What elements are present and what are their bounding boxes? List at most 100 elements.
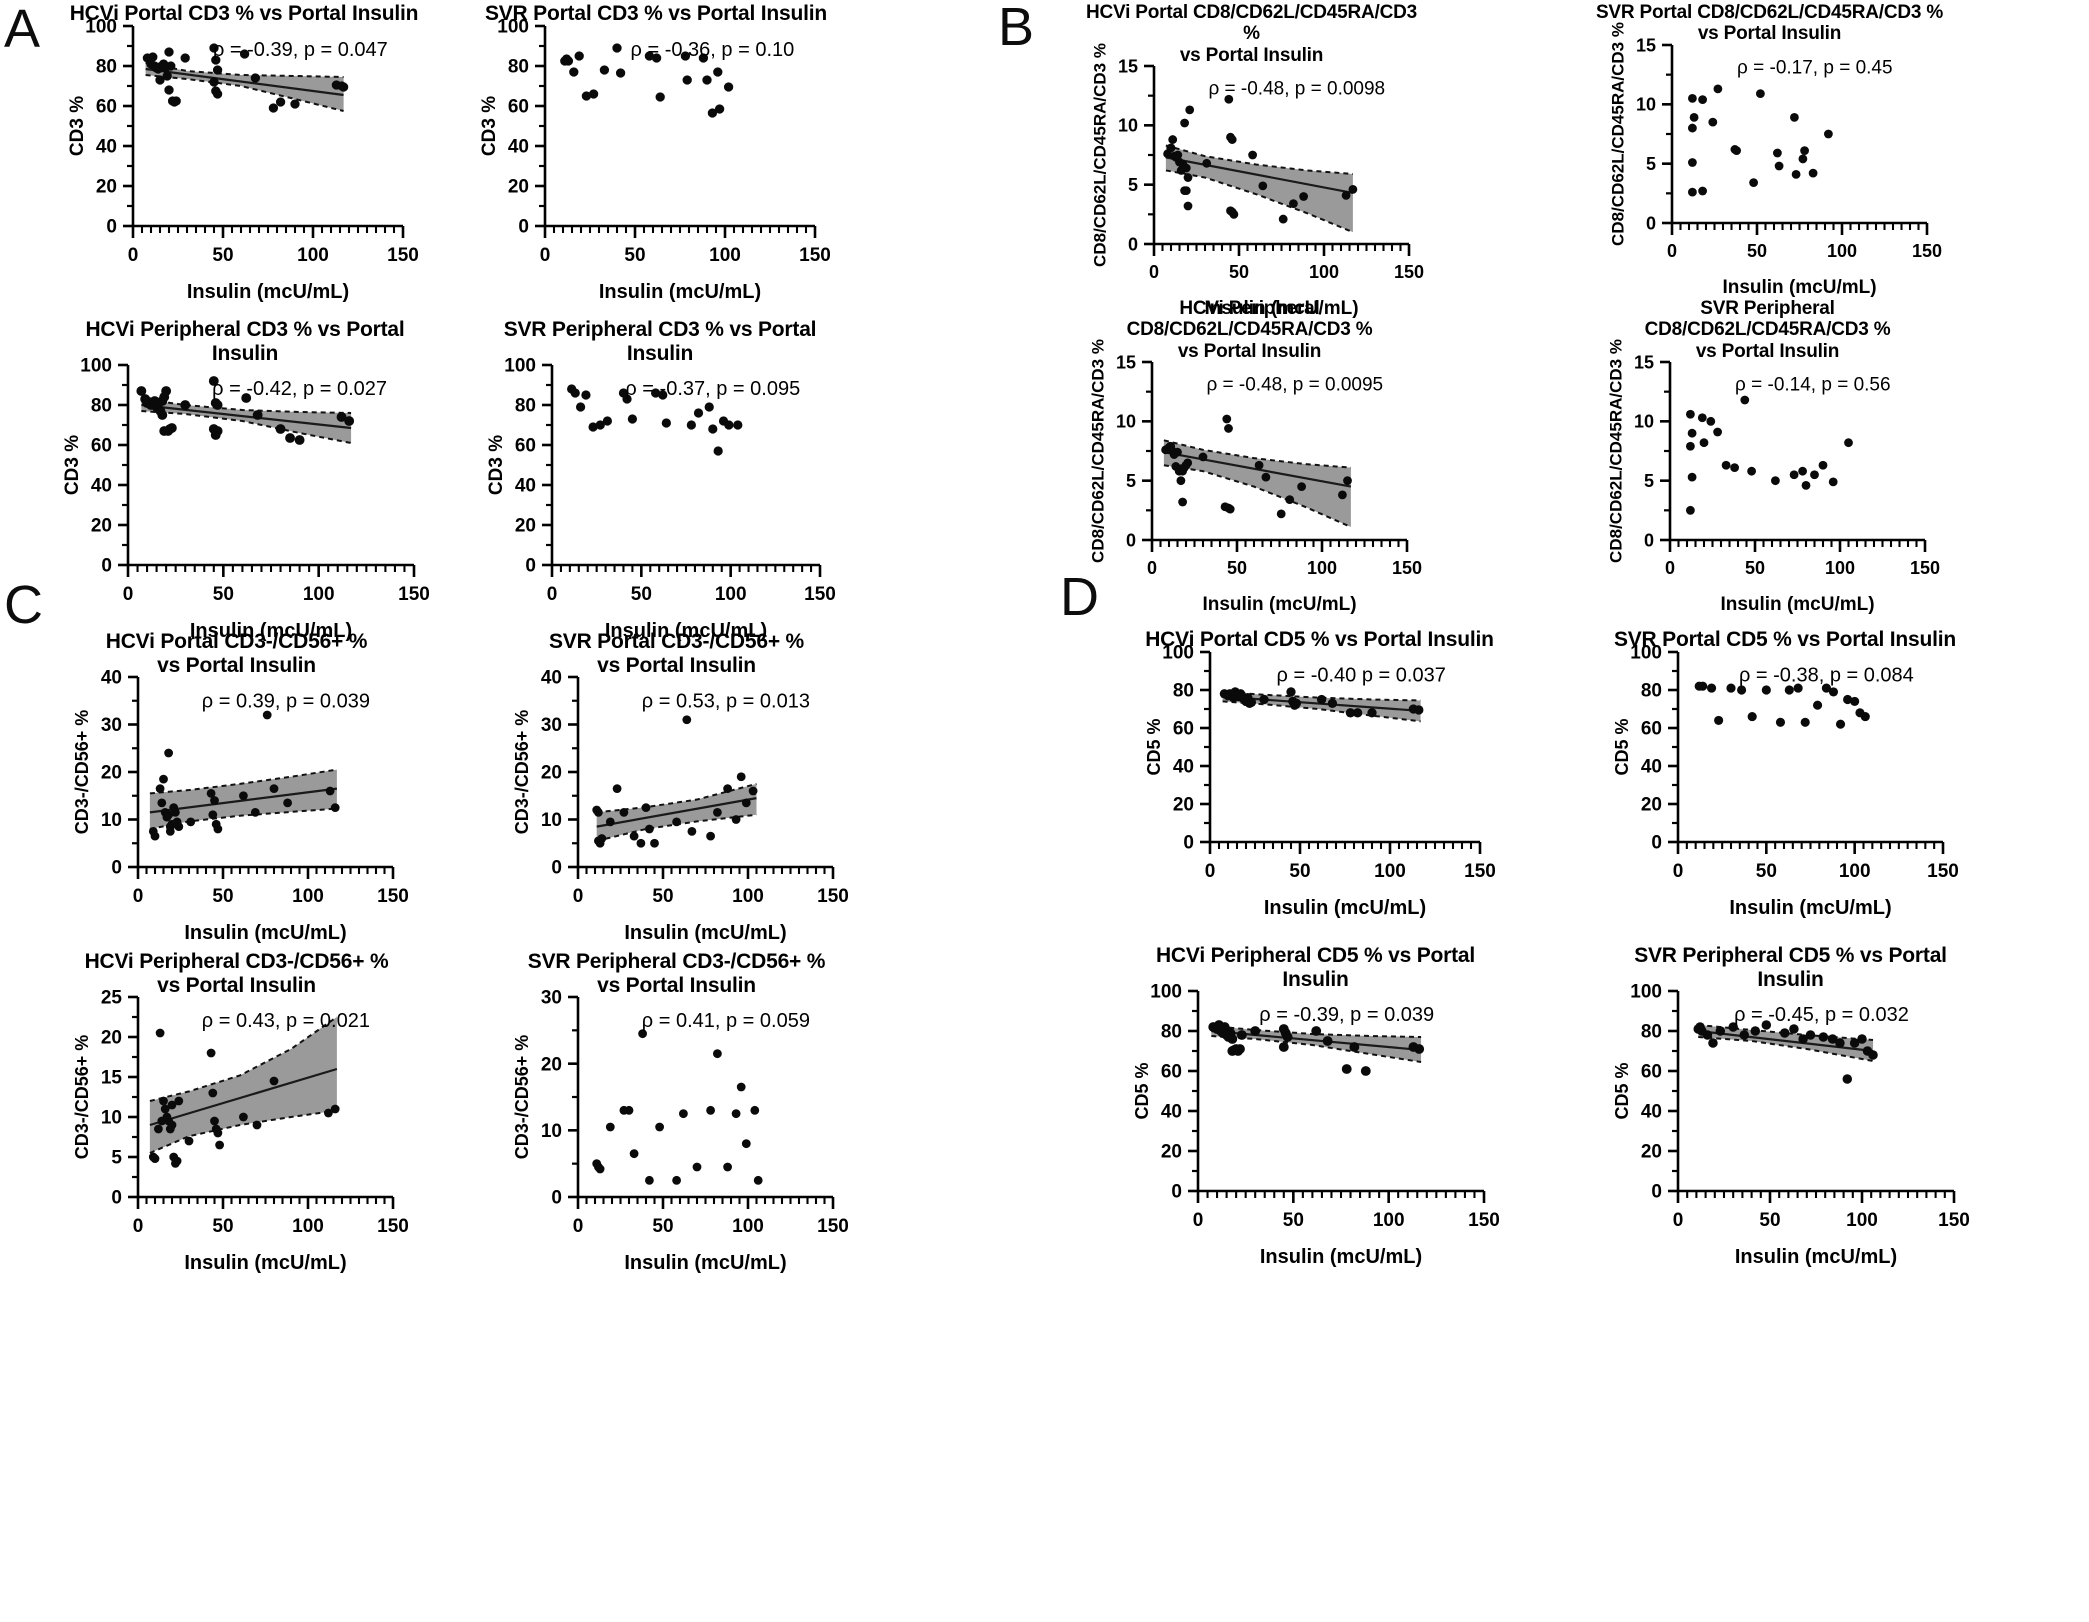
data-point [605,1122,615,1132]
correlation-annotation: ρ = -0.37, p = 0.095 [625,378,800,400]
data-point [1178,497,1187,507]
data-point [250,72,261,83]
x-tick-label: 50 [1759,1210,1780,1231]
data-point [275,96,286,107]
data-point [1316,694,1327,704]
x-tick-label: 100 [1374,861,1406,882]
data-point [672,1175,681,1185]
correlation-annotation: ρ = 0.41, p = 0.059 [642,1010,810,1032]
scatter-plot-a3: HCVi Peripheral CD3 % vs Portal Insulin 0… [28,318,432,645]
data-point [1843,694,1853,704]
data-point [1800,717,1810,727]
x-tick-label: 0 [540,245,551,266]
data-point [1352,707,1363,717]
data-point [672,817,681,827]
plot-title-line: vs Portal Insulin [1695,340,1840,362]
data-point [171,95,181,106]
data-point [209,42,219,53]
data-point [1311,1026,1322,1036]
data-point [167,1100,177,1110]
data-point [330,1104,340,1114]
data-point [1706,683,1717,693]
data-point [736,772,746,782]
data-point [1341,1064,1352,1074]
data-point [1688,123,1697,132]
data-point [1276,509,1286,519]
y-tick-label: 5 [1644,471,1654,491]
y-tick-label: 5 [1126,471,1136,491]
data-point [1857,1034,1867,1044]
x-tick-label: 100 [292,886,324,907]
y-tick-label: 30 [101,715,122,736]
x-tick-label: 150 [1910,558,1940,578]
data-points [1694,681,1870,729]
data-point [1808,168,1818,178]
data-point [1185,105,1195,115]
regression-line [145,67,344,96]
data-point [1835,719,1846,729]
data-point [1686,505,1695,515]
data-point [336,412,347,422]
panel-letter-b: B [998,0,1035,57]
data-point [180,52,190,63]
scatter-plot-a1: HCVi Portal CD3 % vs Portal Insulin 0 20 40… [38,2,421,306]
y-tick-label: 20 [541,763,562,784]
data-point [324,1108,333,1118]
data-point [1254,460,1264,470]
y-tick-label: 40 [515,476,536,497]
data-point [1687,472,1697,482]
plot-title-line: vs Portal Insulin [1177,340,1322,362]
data-point [627,414,638,424]
y-tick-label: 60 [1173,718,1194,739]
ci-lower-line [1163,464,1352,528]
data-point [1198,452,1208,462]
data-point [1791,169,1801,179]
data-point [1686,441,1695,451]
x-tick-label: 150 [377,1216,409,1237]
data-point [581,90,592,101]
data-point [159,774,168,784]
data-point [208,810,218,820]
plot-canvas: 0 20 40 60 80 100 0 50 100 150 Insulin (mcU/mL) CD5… [1612,982,1970,1268]
y-tick-label: 60 [1641,718,1662,739]
y-tick-label: 100 [1150,982,1182,1003]
data-point [239,48,250,59]
y-tick-label: 80 [1173,680,1194,701]
x-tick-label: 150 [377,886,409,907]
y-tick-label: 100 [504,356,536,377]
plot-title-line: vs Portal Insulin [1697,23,1842,45]
data-point [658,390,668,400]
x-axis-label: Insulin (mcU/mL) [605,620,767,642]
x-tick-label: 0 [1193,1210,1204,1231]
y-tick-label: 0 [525,556,536,577]
data-point [1761,1020,1772,1030]
data-point [1181,163,1191,173]
data-point [262,710,272,720]
x-tick-label: 0 [1205,861,1216,882]
data-point [1812,700,1823,710]
y-tick-label: 0 [1126,530,1136,550]
data-point [1282,1032,1293,1042]
data-point [686,420,696,430]
y-tick-label: 100 [1162,642,1194,663]
plot-title-line: HCVi Portal CD5 % vs Portal Insulin [1145,628,1494,651]
correlation-annotation: ρ = -0.48, p = 0.0095 [1206,374,1383,395]
data-point [1728,1022,1738,1032]
data-point [1756,88,1765,98]
data-point [1224,94,1234,104]
y-tick-label: 0 [1651,832,1662,853]
data-point [682,74,692,85]
data-point [702,74,712,85]
data-point [154,1124,163,1134]
data-point [736,1082,746,1092]
data-point [1801,480,1811,490]
data-point [1713,427,1722,437]
plot-canvas: 0 20 40 60 80 100 0 50 100 150 Insulin (mcU/mL) CD3… [479,16,831,302]
x-axis-label: Insulin (mcU/mL) [190,620,352,642]
y-tick-label: 20 [91,516,112,537]
data-point [285,433,295,443]
y-axis-label: CD3-/CD56+ % [72,1035,92,1160]
scatter-plot-d3: HCVi Peripheral CD5 % vs Portal Insulin 0… [1100,944,1502,1271]
data-point [1773,148,1782,157]
